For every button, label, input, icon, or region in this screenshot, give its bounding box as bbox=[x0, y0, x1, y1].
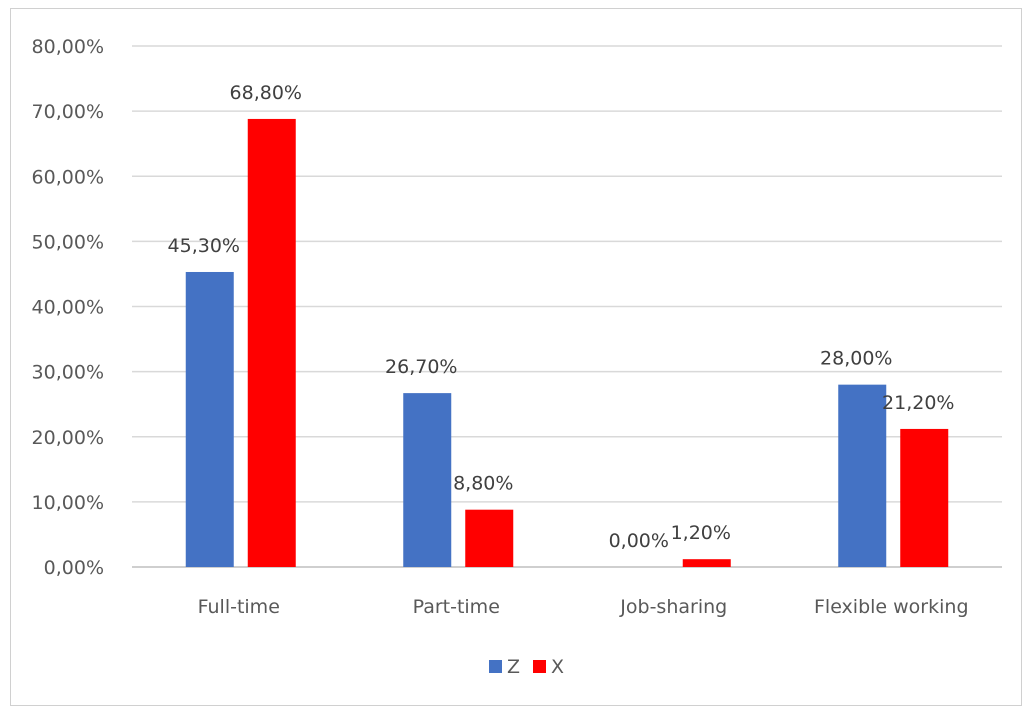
bar-x bbox=[900, 428, 949, 567]
y-tick-label: 10,00% bbox=[32, 492, 104, 514]
data-label-z: 26,70% bbox=[385, 356, 457, 378]
y-tick-label: 50,00% bbox=[32, 231, 104, 253]
data-label-x: 68,80% bbox=[230, 82, 302, 104]
data-label-x: 1,20% bbox=[671, 522, 731, 544]
x-category-label: Part-time bbox=[413, 596, 500, 618]
bar-x bbox=[465, 509, 514, 567]
y-tick-label: 40,00% bbox=[32, 297, 104, 319]
legend-swatch-z bbox=[489, 660, 502, 673]
x-axis-category-labels: Full-time Part-time Job-sharing Flexible wo… bbox=[198, 596, 969, 618]
y-tick-label: 60,00% bbox=[32, 166, 104, 188]
bar-x bbox=[682, 559, 731, 567]
y-axis-tick-labels: 0,00% 10,00% 20,00% 30,00% 40,00% 50,00% 60,00… bbox=[32, 36, 104, 579]
chart-frame bbox=[10, 8, 1022, 706]
y-tick-label: 70,00% bbox=[32, 101, 104, 123]
data-labels: 45,30% 68,80% 26,70% 8,80% 0,00% 1,20% 28,00% 2… bbox=[168, 82, 955, 552]
bar-z bbox=[838, 384, 887, 567]
x-category-label: Flexible working bbox=[814, 596, 969, 618]
x-category-label: Job-sharing bbox=[619, 596, 727, 618]
data-label-x: 8,80% bbox=[453, 473, 513, 495]
data-label-x: 21,20% bbox=[882, 392, 954, 414]
y-tick-label: 30,00% bbox=[32, 362, 104, 384]
bars bbox=[185, 118, 949, 567]
data-label-z: 0,00% bbox=[609, 530, 669, 552]
legend-swatch-x bbox=[533, 660, 546, 673]
y-tick-label: 0,00% bbox=[44, 557, 104, 579]
bar-z bbox=[403, 393, 452, 567]
x-category-label: Full-time bbox=[198, 596, 280, 618]
data-label-z: 28,00% bbox=[820, 348, 892, 370]
data-label-z: 45,30% bbox=[168, 235, 240, 257]
y-tick-label: 20,00% bbox=[32, 427, 104, 449]
legend-label-z: Z bbox=[507, 656, 520, 678]
bar-x bbox=[247, 118, 296, 567]
legend-label-x: X bbox=[551, 656, 564, 678]
y-tick-label: 80,00% bbox=[32, 36, 104, 58]
bar-z bbox=[185, 271, 234, 567]
